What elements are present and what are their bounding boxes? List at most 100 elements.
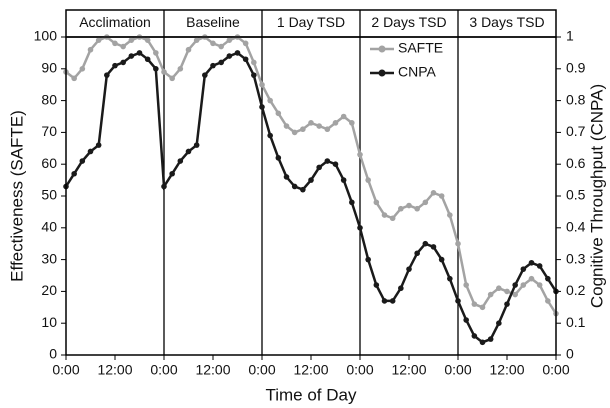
data-point [528, 259, 535, 266]
data-point [283, 174, 290, 180]
x-tick-label: 0:00 [346, 362, 373, 378]
y-tick-label: 90 [41, 60, 57, 76]
y2-tick-label: 0.4 [566, 219, 586, 235]
period-label: 2 Days TSD [371, 14, 446, 30]
data-point [496, 320, 502, 327]
data-point [512, 291, 518, 298]
data-point [430, 190, 437, 196]
data-point [112, 62, 118, 69]
data-point [520, 266, 527, 272]
data-point [177, 66, 184, 72]
data-point [308, 120, 314, 126]
data-point [95, 37, 102, 43]
data-point [218, 43, 224, 50]
data-point [381, 298, 388, 304]
data-point [389, 298, 396, 304]
data-point [414, 205, 420, 212]
y2-tick-label: 0.6 [566, 155, 586, 171]
x-tick-label: 0:00 [542, 362, 569, 378]
y-tick-label: 70 [41, 123, 57, 139]
data-point [373, 282, 380, 288]
y-tick-label: 100 [34, 28, 58, 44]
data-point [471, 333, 478, 339]
x-tick-label: 0:00 [444, 362, 471, 378]
data-point [365, 256, 371, 263]
data-point [545, 275, 551, 282]
data-point [193, 142, 200, 148]
x-tick-label: 12:00 [391, 362, 426, 378]
period-label: Baseline [186, 14, 240, 30]
data-point [226, 37, 233, 43]
y-axis-label: Effectiveness (SAFTE) [7, 110, 26, 282]
y2-tick-label: 0.3 [566, 250, 586, 266]
data-point [340, 113, 347, 120]
data-point [447, 212, 453, 218]
data-point [185, 148, 192, 155]
data-point [324, 158, 331, 164]
data-point [267, 132, 273, 139]
data-point [536, 282, 543, 288]
data-point [104, 72, 110, 78]
data-point [153, 50, 159, 56]
data-point [496, 285, 502, 292]
data-point [210, 62, 216, 69]
data-point [414, 250, 420, 257]
data-point [373, 199, 380, 206]
data-point [291, 183, 298, 190]
data-point [398, 285, 404, 292]
data-point [202, 72, 208, 78]
data-point [520, 282, 527, 288]
data-point [357, 225, 363, 231]
y-tick-label: 30 [41, 250, 57, 266]
data-point [349, 120, 355, 126]
data-point [316, 164, 322, 171]
data-point [479, 304, 486, 311]
data-point [136, 50, 143, 56]
data-point [324, 126, 331, 133]
data-point [455, 298, 461, 304]
data-point [438, 193, 445, 199]
data-point [242, 56, 249, 63]
data-point [79, 66, 86, 72]
x-tick-label: 12:00 [489, 362, 524, 378]
data-point [259, 81, 265, 88]
x-tick-label: 12:00 [97, 362, 132, 378]
series-line [65, 35, 558, 315]
data-point [528, 275, 535, 282]
data-point [487, 291, 494, 298]
data-point [275, 110, 282, 117]
data-point [340, 177, 347, 183]
y-tick-label: 80 [41, 91, 57, 107]
data-point [389, 215, 396, 222]
x-tick-label: 0:00 [52, 362, 79, 378]
data-point [300, 186, 306, 193]
data-point [144, 37, 151, 43]
data-point [210, 40, 216, 47]
data-point [536, 263, 543, 269]
data-point [226, 53, 233, 59]
y2-tick-label: 0 [566, 346, 574, 362]
period-label: Acclimation [79, 14, 151, 30]
data-point [128, 53, 135, 59]
period-label: 1 Day TSD [277, 14, 345, 30]
x-tick-label: 0:00 [248, 362, 275, 378]
y2-tick-label: 1 [566, 28, 574, 44]
data-point [545, 298, 551, 304]
data-point [169, 170, 175, 177]
data-point [234, 50, 241, 56]
data-point [193, 37, 200, 43]
data-point [283, 123, 290, 129]
legend-marker [378, 45, 386, 53]
data-point [487, 336, 494, 342]
data-point [308, 177, 314, 183]
y2-tick-label: 0.7 [566, 123, 586, 139]
data-point [381, 212, 388, 218]
x-tick-label: 12:00 [195, 362, 230, 378]
x-tick-label: 0:00 [150, 362, 177, 378]
data-point [316, 123, 322, 129]
data-point [251, 72, 257, 78]
data-point [422, 240, 429, 247]
data-point [161, 183, 167, 190]
data-point [161, 69, 167, 75]
data-point [438, 256, 445, 263]
